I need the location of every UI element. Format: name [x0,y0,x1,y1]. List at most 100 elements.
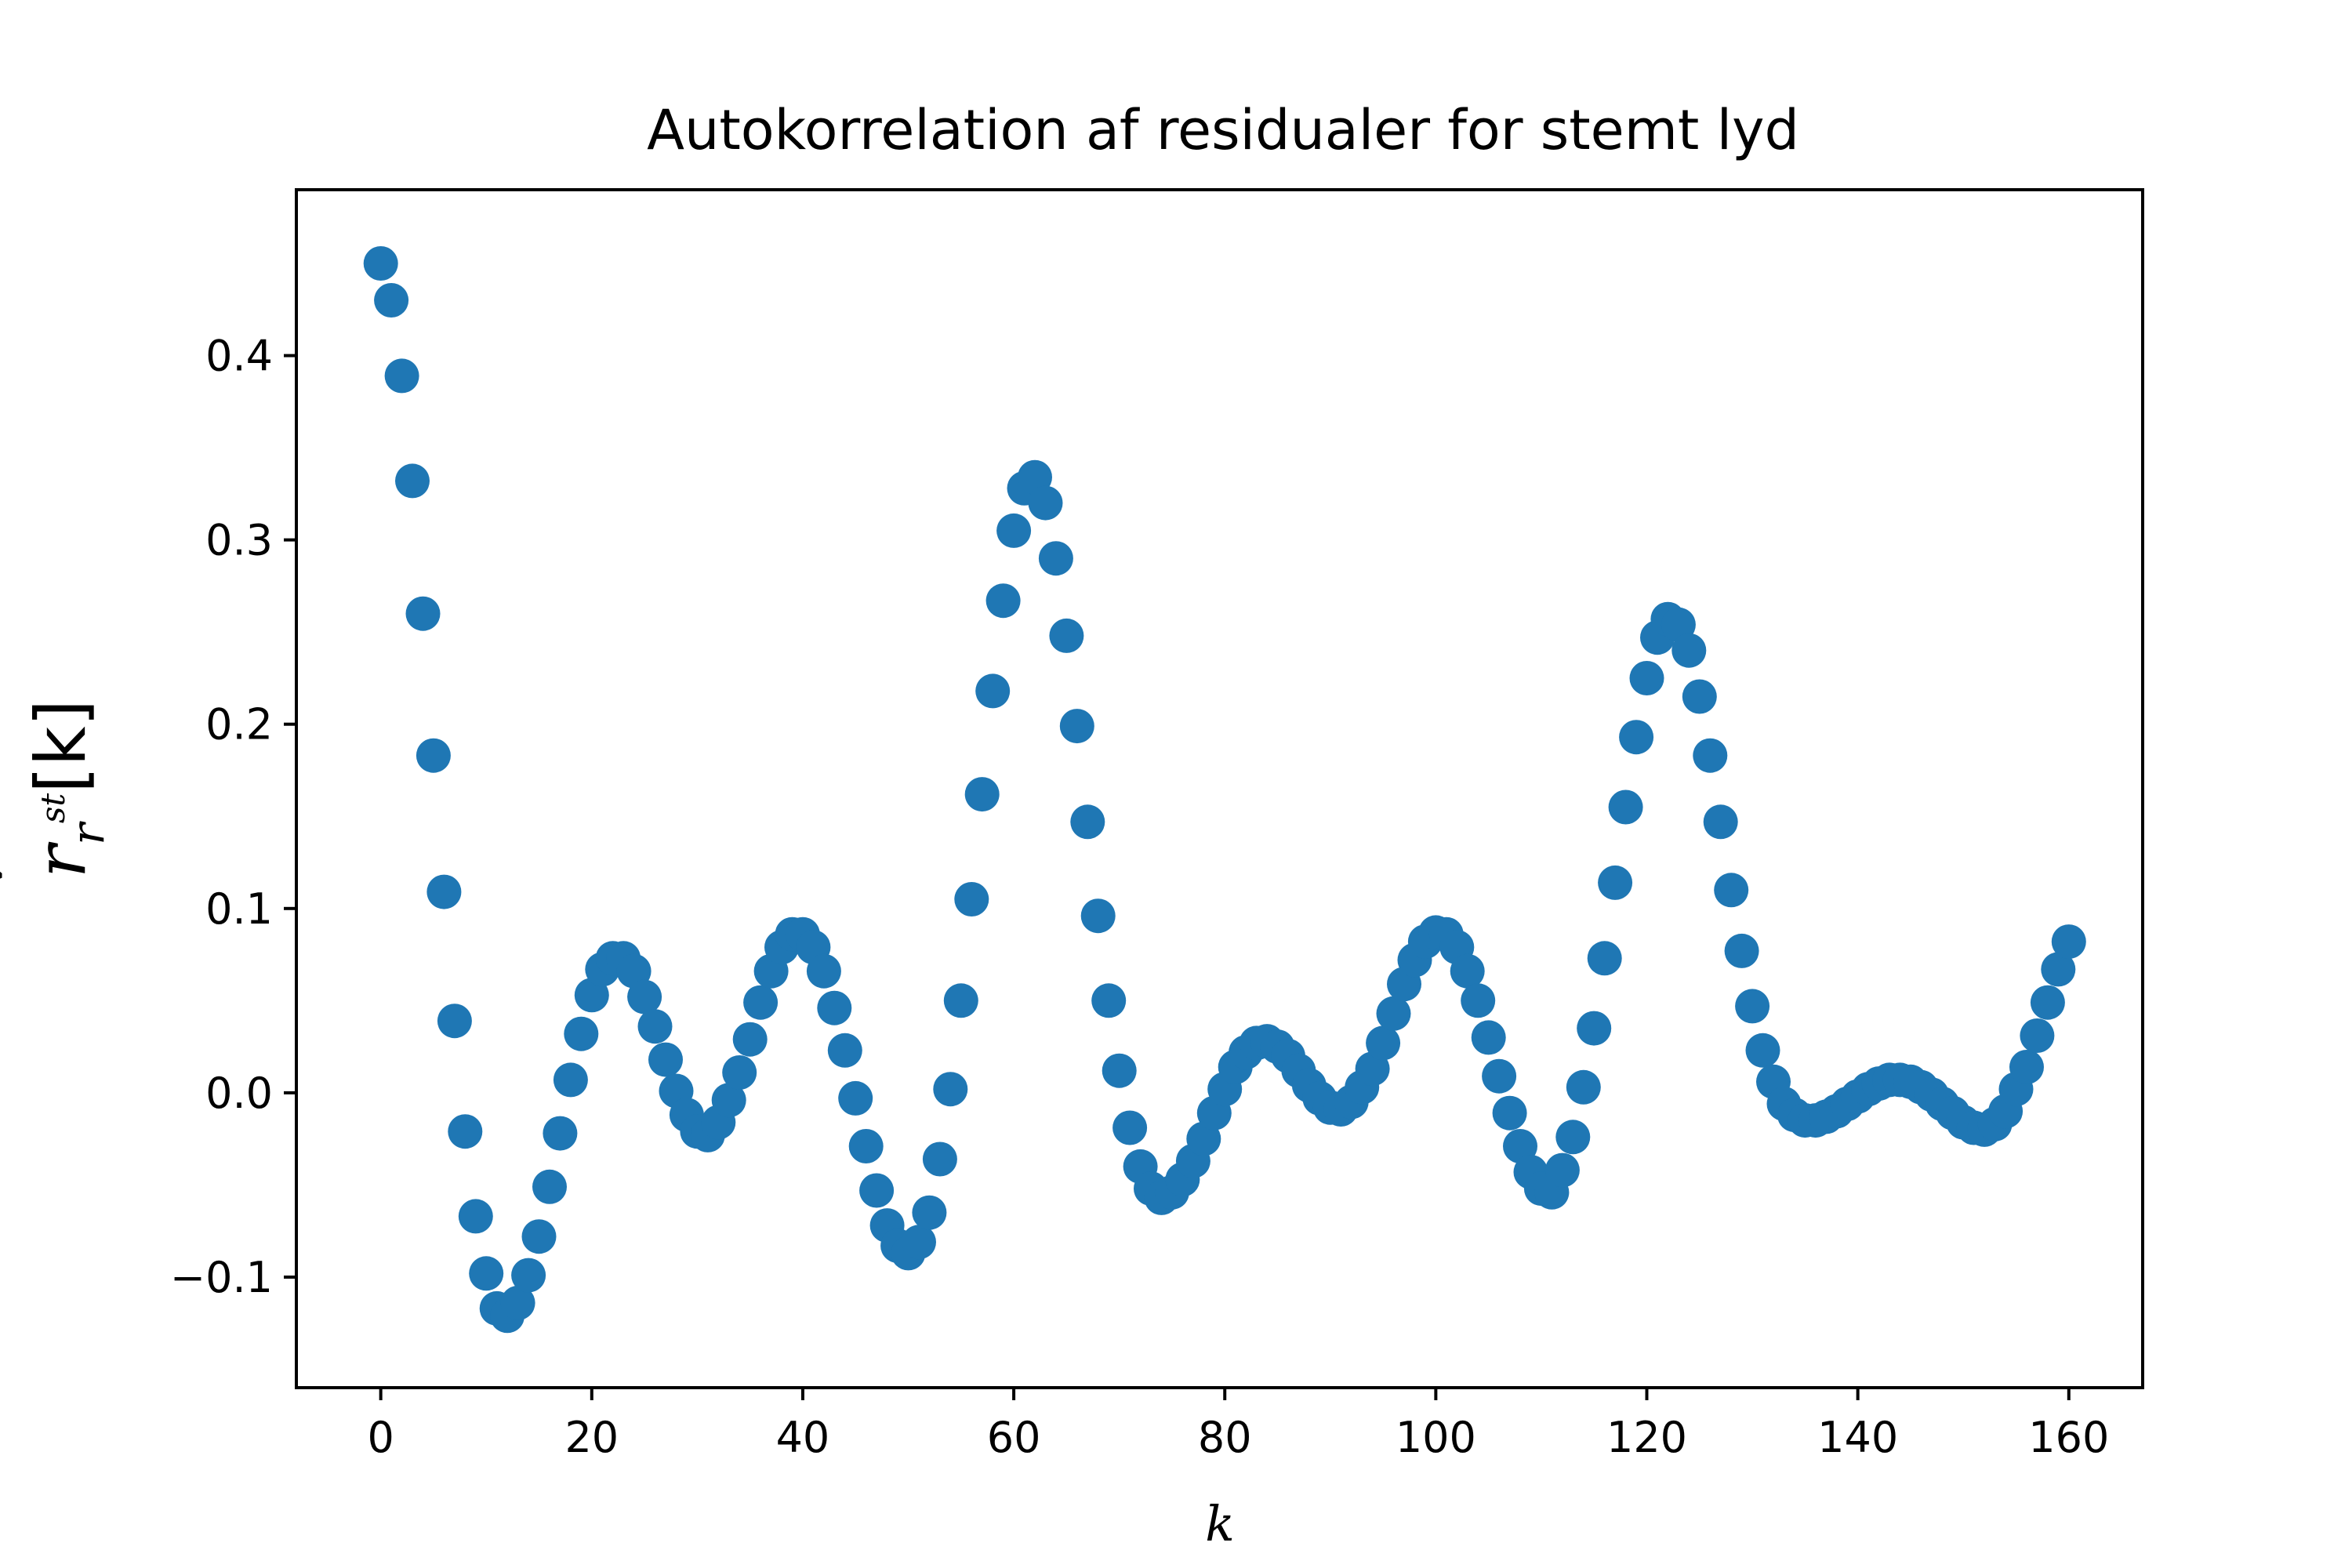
data-point [458,1199,493,1234]
data-point [1038,541,1073,576]
data-point [827,1033,862,1068]
data-point [848,1129,884,1163]
data-point [1376,996,1411,1031]
data-point [1714,873,1749,908]
data-point [1577,1011,1612,1046]
data-point [1450,953,1485,989]
data-point [2051,924,2086,960]
data-point [859,1173,895,1208]
data-point [1070,804,1105,840]
data-point [1661,607,1696,642]
y-tick-label: 0.1 [205,884,273,934]
data-point [1598,865,1633,900]
data-point [1102,1053,1137,1088]
data-point [374,283,409,318]
data-point [511,1258,546,1293]
data-point [985,583,1021,619]
data-point [722,1055,757,1090]
data-point [553,1062,588,1098]
data-point [1059,709,1094,744]
data-point [469,1256,504,1291]
data-point [1471,1020,1506,1055]
y-label-sub: r [61,821,114,845]
y-tick-label: 0.2 [205,700,273,750]
data-point [732,1022,768,1057]
data-point [2009,1050,2044,1084]
y-axis-ticks: −0.1 0.0 0.1 0.2 0.3 0.4 [170,332,296,1302]
data-point [648,1042,683,1077]
svg-text:rrst[k]: rrst[k] [20,699,114,878]
x-tick-label: 160 [2028,1413,2109,1462]
x-tick-label: 20 [564,1413,619,1462]
y-tick-label: −0.1 [170,1253,273,1302]
data-point [933,1072,968,1107]
data-point [1682,679,1717,714]
y-label-accent: ˇ [0,865,49,894]
data-point [1112,1110,1148,1145]
data-point [2030,985,2065,1020]
data-point [1461,983,1496,1018]
chart-title: Autokorrelation af residualer for stemt … [647,98,1799,162]
data-point [1049,618,1084,653]
data-point [1703,804,1738,840]
data-point [1735,989,1770,1024]
data-point [384,358,419,394]
data-point [743,985,779,1020]
data-point [637,1009,673,1044]
data-point [1671,633,1707,668]
data-point [543,1116,578,1151]
data-point [2020,1018,2055,1053]
data-point [405,596,441,631]
data-point [996,513,1032,548]
x-tick-label: 60 [987,1413,1041,1462]
x-tick-label: 100 [1396,1413,1476,1462]
data-point [1503,1129,1537,1163]
data-point [1629,661,1664,695]
data-point [1492,1095,1527,1131]
data-point [500,1285,535,1320]
data-point [1482,1058,1517,1094]
data-point [806,953,841,989]
x-tick-label: 0 [367,1413,394,1462]
y-label-arg: [k] [20,699,101,793]
data-point [817,990,852,1025]
data-point [416,738,451,773]
y-tick-label: 0.4 [205,332,273,381]
data-point [1555,1120,1591,1155]
data-point [975,673,1011,709]
data-point [426,874,462,909]
data-point [521,1219,557,1254]
x-axis-label: k [1205,1495,1235,1552]
data-point [532,1169,567,1204]
data-point [627,979,662,1014]
data-point [1587,941,1622,976]
data-point [1693,738,1728,773]
data-point [922,1142,957,1177]
y-label-sup: st [34,793,72,824]
y-label-base: r [20,841,101,878]
data-point [1018,459,1052,495]
data-point [912,1195,947,1230]
data-point [1745,1033,1780,1068]
data-point [564,1016,599,1051]
data-point [1355,1051,1390,1087]
data-point [1091,983,1127,1018]
data-point [2041,952,2076,987]
data-point [1028,485,1063,521]
data-point [954,882,989,916]
data-point [1080,898,1116,934]
data-point [1619,720,1654,755]
x-tick-label: 40 [776,1413,830,1462]
plot-frame [295,188,2144,1389]
data-point [616,953,652,989]
y-tick-label: 0.3 [205,516,273,565]
data-point [1566,1069,1601,1105]
x-axis-ticks: 0 20 40 60 80 100 120 140 160 [367,1388,2109,1462]
data-point [448,1114,483,1149]
x-tick-label: 140 [1817,1413,1898,1462]
data-point [964,777,1000,812]
data-point [711,1083,746,1118]
x-tick-label: 80 [1198,1413,1252,1462]
y-tick-label: 0.0 [205,1069,273,1118]
